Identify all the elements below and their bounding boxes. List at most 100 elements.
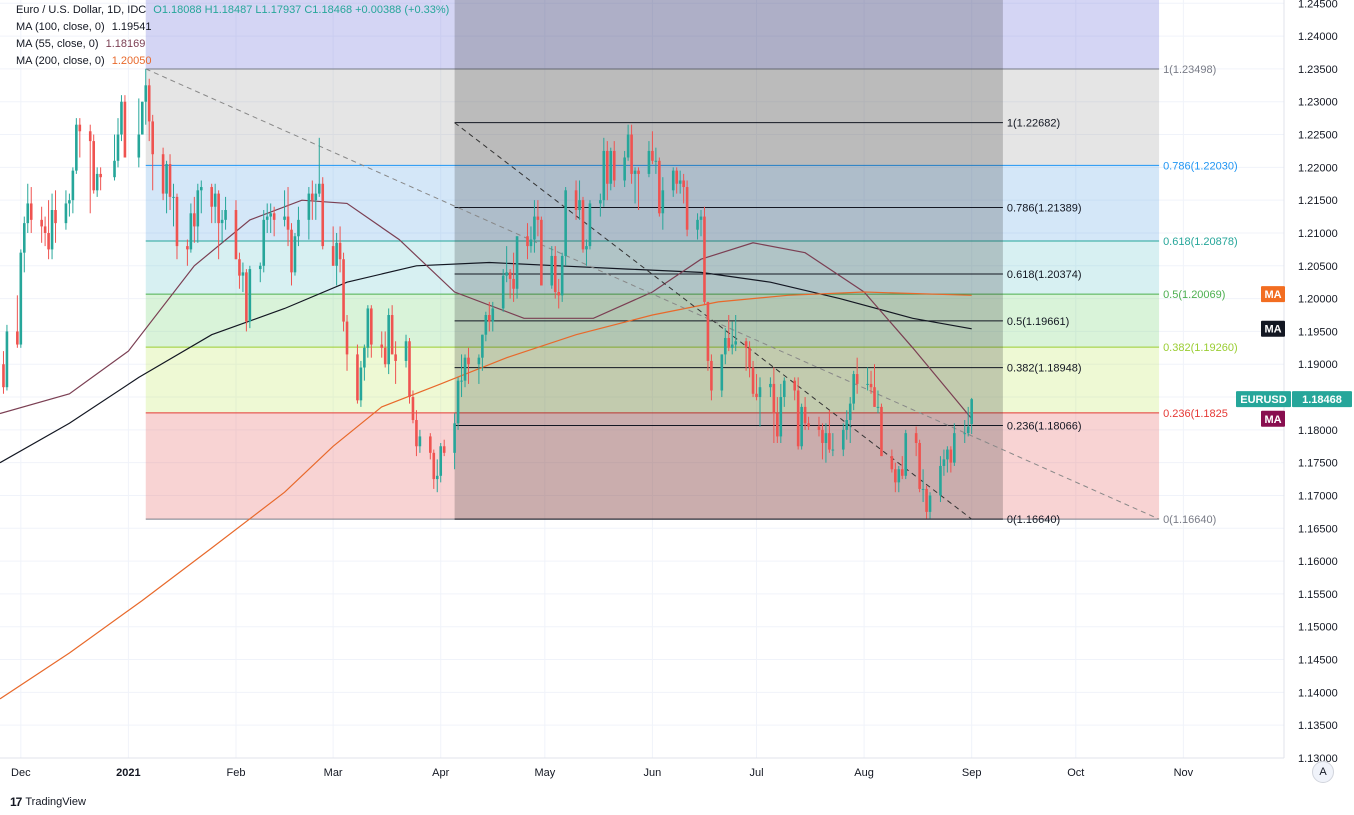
- candle-body: [265, 216, 269, 220]
- candle-body: [557, 292, 561, 296]
- price-axis-tick-label[interactable]: 1.15500: [1298, 589, 1338, 601]
- candle-body: [734, 341, 737, 345]
- price-axis-tick-label[interactable]: 1.16500: [1298, 523, 1338, 535]
- candle-body: [612, 150, 616, 181]
- ma200-value: 1.20050: [111, 55, 152, 67]
- price-axis-tick-label[interactable]: 1.21500: [1298, 195, 1338, 207]
- price-axis-tick-label[interactable]: 1.23500: [1298, 64, 1338, 76]
- fib-level-label: 0.786(1.22030): [1163, 160, 1238, 172]
- candle-body: [553, 255, 557, 293]
- candle-body: [463, 357, 467, 381]
- price-axis-tick-label[interactable]: 1.16000: [1298, 556, 1338, 568]
- time-axis-tick-label[interactable]: May: [534, 767, 555, 779]
- price-axis-tick-label[interactable]: 1.23000: [1298, 97, 1338, 109]
- axes-layer[interactable]: 1.24500 1.24000 1.23500 1.23000 1.22500 1.220…: [0, 0, 1338, 779]
- price-axis-tick-label[interactable]: 1.18000: [1298, 425, 1338, 437]
- candle-body: [220, 219, 224, 224]
- legend-ma100-row[interactable]: MA (100, close, 0) 1.19541: [16, 19, 449, 36]
- candle-body: [95, 173, 99, 191]
- time-axis-tick-label[interactable]: Mar: [324, 767, 343, 779]
- legend-ma55-row[interactable]: MA (55, close, 0) 1.18169: [16, 36, 449, 53]
- candle-body: [758, 387, 762, 398]
- price-axis-tick-label[interactable]: 1.14500: [1298, 655, 1338, 667]
- candle-body: [803, 406, 807, 424]
- price-axis-tick-label[interactable]: 1.17500: [1298, 458, 1338, 470]
- candle-body: [366, 308, 370, 348]
- candle-body: [151, 121, 154, 155]
- time-axis-tick-label[interactable]: Feb: [226, 767, 245, 779]
- candle-body: [189, 213, 193, 250]
- candle-body: [262, 219, 266, 266]
- candle-body: [307, 193, 311, 220]
- price-axis-tick-label[interactable]: 1.22000: [1298, 162, 1338, 174]
- candle-body: [241, 272, 245, 276]
- price-axis-tick-label[interactable]: 1.22500: [1298, 130, 1338, 142]
- candle-body: [453, 423, 456, 453]
- price-axis-tick-label[interactable]: 1.20500: [1298, 261, 1338, 273]
- candle-body: [845, 420, 849, 430]
- legend-title-row: Euro / U.S. Dollar, 1D, IDC O1.18088 H1.…: [16, 2, 449, 19]
- candle-body: [442, 446, 446, 453]
- candle-body: [484, 315, 488, 335]
- price-axis-tick-label[interactable]: 1.19000: [1298, 359, 1338, 371]
- ma100-value: 1.19541: [111, 21, 152, 33]
- candle-body: [963, 433, 967, 435]
- candle-body: [238, 259, 241, 276]
- candle-body: [43, 226, 47, 233]
- candle-body: [602, 150, 606, 201]
- auto-scale-button[interactable]: A: [1312, 761, 1334, 783]
- candle-body: [394, 354, 397, 361]
- price-axis-tick-label[interactable]: 1.19500: [1298, 326, 1338, 338]
- time-axis-tick-label[interactable]: Jul: [749, 767, 763, 779]
- ma100-label: MA (100, close, 0): [16, 21, 105, 33]
- candle-body: [723, 337, 727, 355]
- candle-body: [356, 354, 359, 401]
- price-axis-tick-label[interactable]: 1.15000: [1298, 622, 1338, 634]
- candle-body: [78, 124, 82, 132]
- candle-body: [515, 236, 519, 289]
- legend-ma200-row[interactable]: MA (200, close, 0) 1.20050: [16, 53, 449, 70]
- time-axis-tick-label[interactable]: Aug: [854, 767, 874, 779]
- tradingview-branding[interactable]: 17 TradingView: [10, 795, 86, 809]
- time-axis-tick-label[interactable]: Oct: [1067, 767, 1084, 779]
- symbol-title[interactable]: Euro / U.S. Dollar, 1D, IDC: [16, 4, 147, 16]
- candle-body: [800, 406, 803, 447]
- price-axis-tick-label[interactable]: 1.17000: [1298, 490, 1338, 502]
- time-axis-tick-label[interactable]: Apr: [432, 767, 449, 779]
- ma100-badge-bg: [1261, 320, 1285, 337]
- fib-level-label: 0.5(1.19661): [1007, 316, 1069, 328]
- candle-body: [144, 85, 148, 102]
- candle-body: [897, 469, 901, 483]
- candle-body: [925, 488, 928, 512]
- time-axis-tick-label[interactable]: 2021: [116, 767, 140, 779]
- price-axis-tick-label[interactable]: 1.24000: [1298, 31, 1338, 43]
- time-axis-tick-label[interactable]: Sep: [962, 767, 982, 779]
- fib-level-label: 0.5(1.20069): [1163, 289, 1225, 301]
- candle-body: [411, 397, 415, 421]
- candle-body: [147, 85, 151, 122]
- trend-line[interactable]: [145, 68, 1160, 520]
- candle-body: [380, 344, 384, 348]
- candle-body: [429, 436, 432, 453]
- price-axis-tick-label[interactable]: 1.14000: [1298, 687, 1338, 699]
- candle-body: [5, 331, 9, 388]
- time-axis-tick-label[interactable]: Dec: [11, 767, 31, 779]
- fib-zone: [145, 165, 1160, 241]
- fib-level-label: 0(1.16640): [1163, 514, 1216, 526]
- price-axis-tick-label[interactable]: 1.20000: [1298, 294, 1338, 306]
- candle-body: [488, 315, 491, 322]
- time-axis-tick-label[interactable]: Jun: [644, 767, 662, 779]
- price-axis-tick-label[interactable]: 1.21000: [1298, 228, 1338, 240]
- trend-line-layer[interactable]: [145, 68, 1160, 520]
- candle-body: [408, 341, 411, 398]
- price-axis-tick-label[interactable]: 1.13500: [1298, 720, 1338, 732]
- candle-body: [685, 187, 689, 230]
- trend-line[interactable]: [454, 122, 972, 520]
- time-axis-tick-label[interactable]: Nov: [1174, 767, 1194, 779]
- candle-body: [321, 183, 325, 247]
- candle-body: [258, 265, 262, 270]
- price-axis-tick-label[interactable]: 1.24500: [1298, 0, 1338, 10]
- fib-retracement-layer[interactable]: 1(1.23498) 0.786(1.22030) 0.618(1.20878) 0.…: [145, 0, 1238, 526]
